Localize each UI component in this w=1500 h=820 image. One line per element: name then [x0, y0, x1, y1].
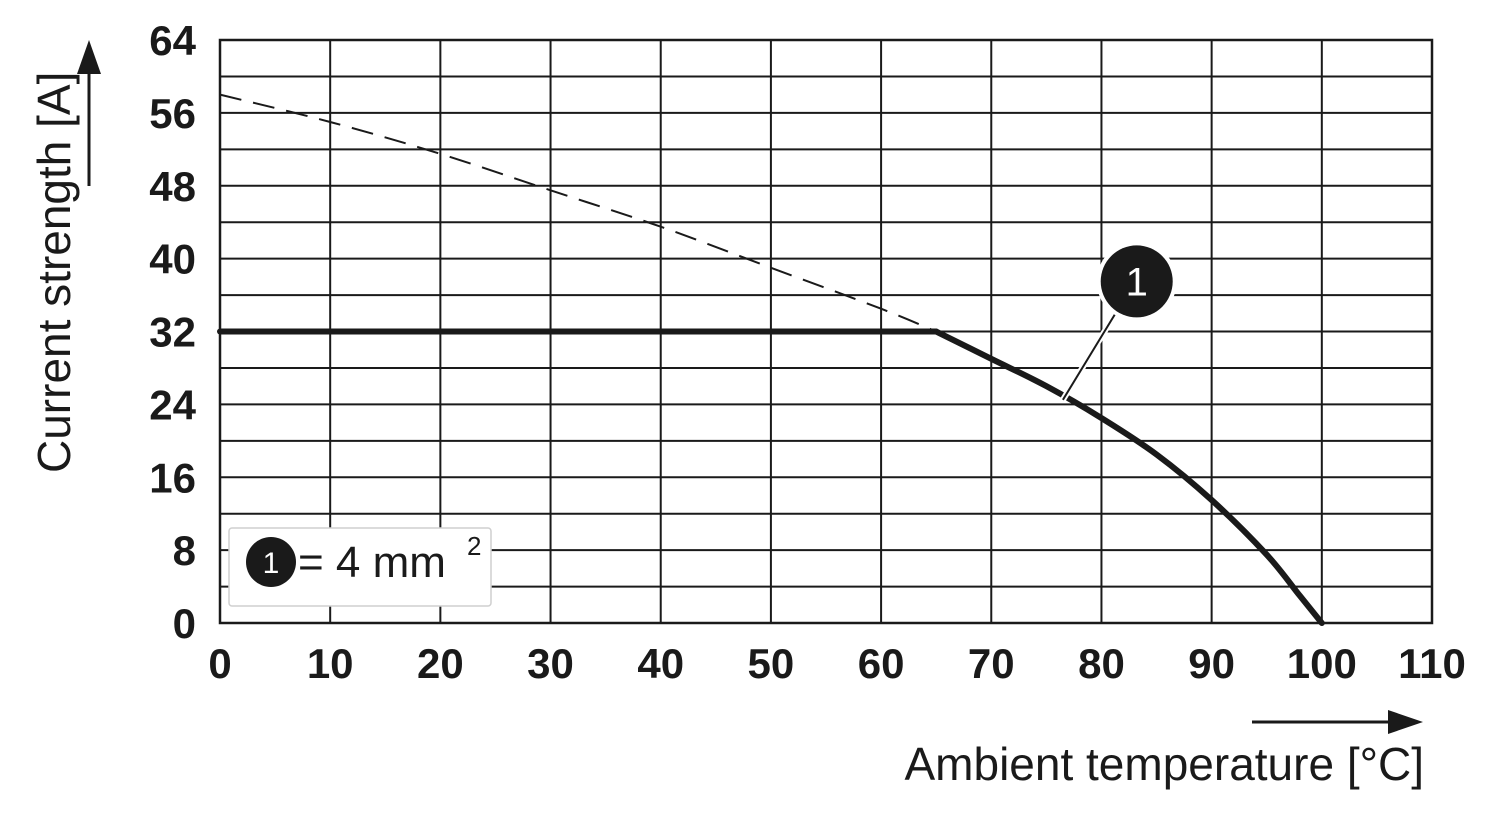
- x-tick-label: 20: [417, 640, 464, 687]
- x-tick-label: 60: [858, 640, 905, 687]
- y-axis-title: Current strength [A]: [28, 72, 80, 473]
- y-tick-label: 24: [149, 381, 196, 428]
- y-axis-arrow-icon: [77, 40, 101, 186]
- y-tick-label: 56: [149, 90, 196, 137]
- legend-badge: [246, 537, 296, 587]
- series-layer: [217, 93, 1325, 626]
- y-tick-label: 40: [149, 236, 196, 283]
- x-tick-label: 90: [1188, 640, 1235, 687]
- callout-badge-label: 1: [1126, 260, 1148, 304]
- series-line-dashed: [219, 93, 937, 333]
- legend-text: = 4 mm: [298, 538, 446, 587]
- y-tick-label: 0: [173, 600, 196, 647]
- legend-box: [228, 527, 492, 607]
- x-axis-arrow-icon: [1252, 710, 1423, 734]
- y-tick-label: 48: [149, 163, 196, 210]
- callout-badge: [1100, 245, 1173, 318]
- legend-badge-label: 1: [263, 547, 280, 580]
- x-tick-label: 100: [1287, 640, 1357, 687]
- x-axis-title: Ambient temperature [°C]: [905, 738, 1425, 790]
- x-tick-label: 10: [307, 640, 354, 687]
- x-tick-label: 30: [527, 640, 574, 687]
- callout-leader-line: [1062, 310, 1118, 401]
- series-line-solid-curve: [933, 328, 1325, 626]
- y-tick-label: 64: [149, 17, 196, 64]
- x-tick-label: 0: [208, 640, 231, 687]
- y-tick-label: 32: [149, 309, 196, 356]
- x-tick-label: 70: [968, 640, 1015, 687]
- y-tick-label: 8: [173, 527, 196, 574]
- annotation-callout: 1: [1060, 241, 1177, 402]
- x-tick-label: 110: [1398, 640, 1466, 687]
- x-tick-label: 40: [637, 640, 684, 687]
- legend-superscript: 2: [467, 531, 481, 561]
- x-tick-label: 50: [748, 640, 795, 687]
- tick-labels: 0 10 20 30 40 50 60 70 80 90 100 110 0 8 16 24 32 40 48 56 6…: [149, 17, 1466, 687]
- legend: 1 = 4 mm 2: [228, 527, 492, 607]
- x-tick-label: 80: [1078, 640, 1125, 687]
- y-tick-label: 16: [149, 454, 196, 501]
